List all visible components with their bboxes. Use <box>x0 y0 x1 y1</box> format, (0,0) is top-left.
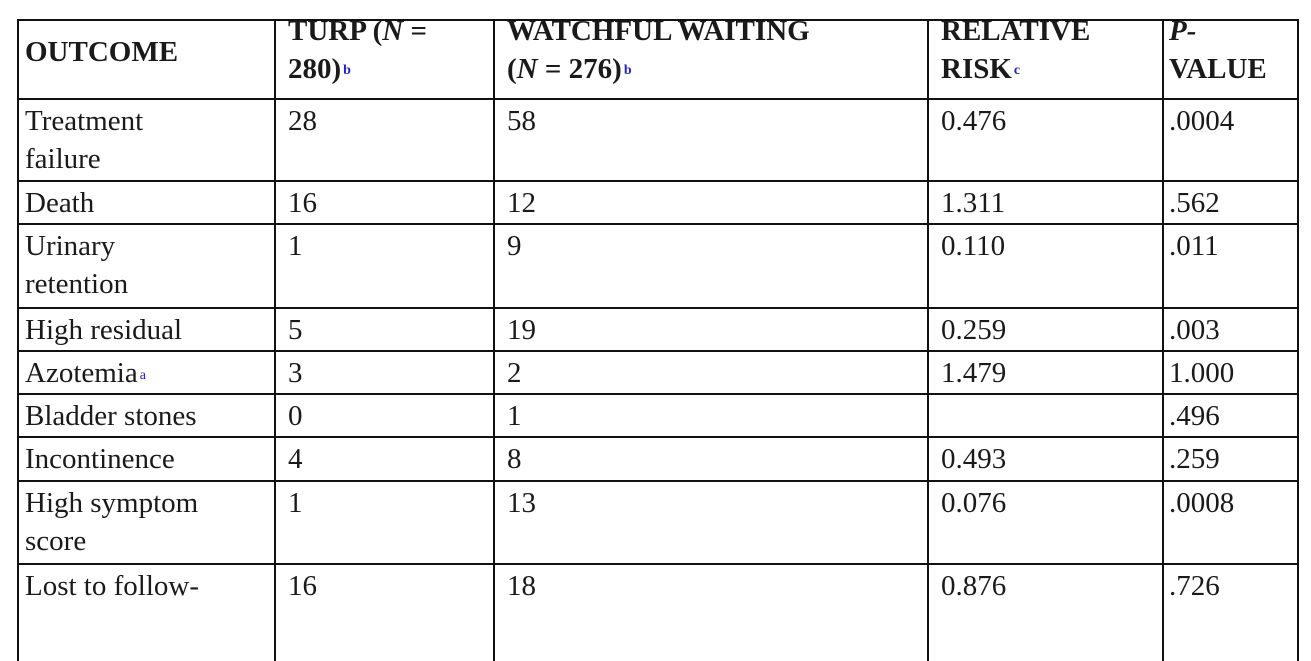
cell-watchful-waiting: 13 <box>507 487 536 519</box>
cell-relative-risk: 1.479 <box>941 357 1007 389</box>
header-relative-risk: RELATIVE RISK c <box>941 15 1091 85</box>
cell-p-value: 1.000 <box>1169 357 1235 389</box>
cell-p-value: .496 <box>1169 400 1220 432</box>
cell-relative-risk: 0.076 <box>941 487 1007 519</box>
cell-p-value: .011 <box>1169 230 1219 262</box>
cell-turp: 16 <box>288 570 317 602</box>
cell-watchful-waiting: 1 <box>507 400 522 432</box>
cell-watchful-waiting: 18 <box>507 570 536 602</box>
header-turp: TURP (N = 280) b <box>288 15 427 85</box>
table-border-top <box>17 19 1299 21</box>
header-watchful-waiting: WATCHFUL WAITING (N = 276) b <box>507 15 810 85</box>
cell-p-value: .726 <box>1169 570 1220 602</box>
cell-turp: 1 <box>288 230 303 262</box>
cell-p-value: .0008 <box>1169 487 1235 519</box>
cell-relative-risk: 0.476 <box>941 105 1007 137</box>
cell-p-value: .259 <box>1169 443 1220 475</box>
cell-turp: 28 <box>288 105 317 137</box>
header-outcome: OUTCOME <box>25 36 179 68</box>
footnote-ref-b[interactable]: b <box>623 63 632 78</box>
cell-outcome: Treatment failure <box>25 105 144 175</box>
cell-turp: 0 <box>288 400 303 432</box>
cell-relative-risk: 0.493 <box>941 443 1007 475</box>
cell-turp: 5 <box>288 314 303 346</box>
column-divider <box>927 19 929 661</box>
cell-outcome: Incontinence <box>25 443 175 475</box>
row-divider <box>17 480 1299 482</box>
cell-relative-risk: 0.110 <box>941 230 1006 262</box>
cell-watchful-waiting: 8 <box>507 443 522 475</box>
row-divider <box>17 223 1299 225</box>
footnote-ref-a[interactable]: a <box>139 368 146 383</box>
footnote-ref-c[interactable]: c <box>1013 63 1021 78</box>
cell-turp: 16 <box>288 187 317 219</box>
cell-outcome: Azotemia a <box>25 357 146 389</box>
cell-relative-risk: 0.259 <box>941 314 1007 346</box>
row-divider <box>17 98 1299 100</box>
row-divider <box>17 436 1299 438</box>
cell-outcome: Urinary retention <box>25 230 129 300</box>
cell-outcome: High residual <box>25 314 183 346</box>
cell-turp: 1 <box>288 487 303 519</box>
cell-watchful-waiting: 2 <box>507 357 522 389</box>
row-divider <box>17 563 1299 565</box>
cell-relative-risk: 0.876 <box>941 570 1007 602</box>
cell-watchful-waiting: 12 <box>507 187 536 219</box>
cell-outcome: Bladder stones <box>25 400 197 432</box>
row-divider <box>17 393 1299 395</box>
cell-outcome: High symptom score <box>25 487 199 557</box>
cell-outcome: Lost to follow- <box>25 570 199 602</box>
row-divider <box>17 180 1299 182</box>
cell-turp: 4 <box>288 443 303 475</box>
cell-watchful-waiting: 19 <box>507 314 536 346</box>
table-border-right <box>1297 19 1299 661</box>
cell-p-value: .003 <box>1169 314 1220 346</box>
cell-p-value: .562 <box>1169 187 1220 219</box>
table-border-left <box>17 19 19 661</box>
column-divider <box>1162 19 1164 661</box>
cell-p-value: .0004 <box>1169 105 1235 137</box>
cell-watchful-waiting: 58 <box>507 105 536 137</box>
column-divider <box>274 19 276 661</box>
header-p-value: P- VALUE <box>1169 15 1267 85</box>
header-turp-line1: TURP (N = <box>288 15 427 47</box>
cell-relative-risk: 1.311 <box>941 187 1006 219</box>
cell-outcome: Death <box>25 187 95 219</box>
header-ww-line2: (N = 276) <box>507 53 622 85</box>
footnote-ref-b[interactable]: b <box>343 63 351 78</box>
cell-turp: 3 <box>288 357 303 389</box>
row-divider <box>17 350 1299 352</box>
cell-watchful-waiting: 9 <box>507 230 522 262</box>
row-divider <box>17 307 1299 309</box>
column-divider <box>493 19 495 661</box>
